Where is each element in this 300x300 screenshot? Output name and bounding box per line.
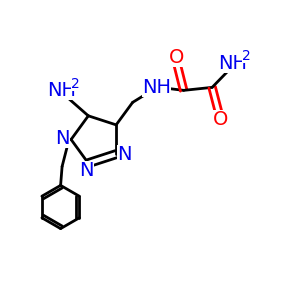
Text: 2: 2 <box>242 50 251 64</box>
Text: 2: 2 <box>71 77 80 91</box>
Text: N: N <box>117 145 132 164</box>
Text: O: O <box>169 48 185 67</box>
Text: NH: NH <box>47 81 76 101</box>
Text: NH: NH <box>142 78 171 97</box>
Text: N: N <box>80 161 94 180</box>
Text: N: N <box>56 129 70 148</box>
Text: NH: NH <box>218 54 247 73</box>
Text: O: O <box>213 110 228 129</box>
